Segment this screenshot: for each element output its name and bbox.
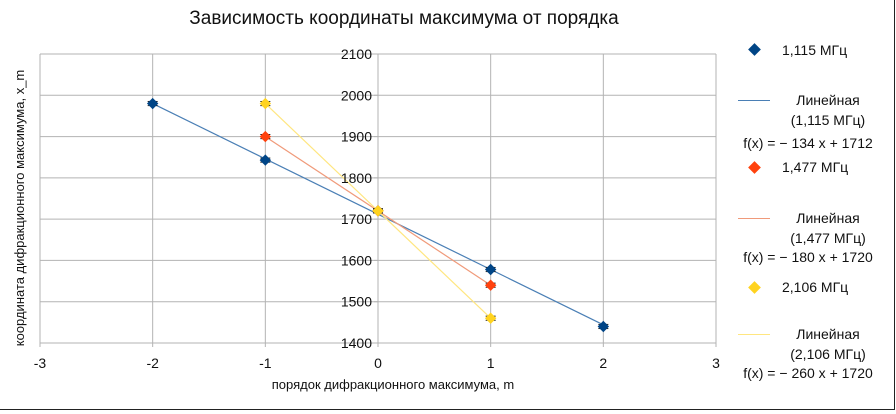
legend-entry-series-3: 2,106 МГц <box>722 274 894 298</box>
data-point-series-1 <box>146 97 159 110</box>
x-axis-title: порядок дифракционного максимума, m <box>272 377 514 392</box>
y-tick-label: 2100 <box>341 46 372 62</box>
legend-label-trend-2: Линейная (1,477 МГц) <box>790 210 866 246</box>
x-tick-label: -2 <box>146 355 159 371</box>
legend-line-trend-2 <box>738 218 770 219</box>
data-point-series-1 <box>259 154 272 166</box>
data-point-series-1 <box>484 263 497 276</box>
y-tick-label: 1700 <box>341 211 372 227</box>
y-tick-label: 2000 <box>341 87 372 103</box>
chart-title: Зависимость координаты максимума от поря… <box>189 8 619 29</box>
legend-entry-trend-2: Линейная (1,477 МГц) f(x) = − 180 x + 17… <box>722 208 894 298</box>
data-point-series-2 <box>259 130 272 143</box>
legend-label-trend-3: Линейная (2,106 МГц) <box>790 326 866 362</box>
data-point-series-2 <box>484 279 497 291</box>
data-points <box>146 97 610 333</box>
y-axis-title: координата дифракционного максимума, x_m <box>12 70 27 347</box>
legend-equation-trend-3: f(x) = − 260 x + 1720 <box>743 365 873 381</box>
legend-entry-trend-3: Линейная (2,106 МГц) f(x) = − 260 x + 17… <box>722 324 894 414</box>
legend-line-trend-1 <box>738 100 770 101</box>
data-point-series-1 <box>597 320 610 333</box>
legend-label-series-3: 2,106 МГц <box>782 279 849 295</box>
plot-area: -3 -2 -1 0 1 2 3 1400 1500 1600 1700 1800 1900 2000 21… <box>12 46 720 392</box>
x-tick-label: 3 <box>712 355 720 371</box>
y-tick-label: 1800 <box>341 170 372 186</box>
y-tick-label: 1500 <box>341 294 372 310</box>
legend-marker-series-3 <box>748 281 761 294</box>
axes <box>39 53 717 347</box>
legend-entry-series-2: 1,477 МГц <box>722 154 894 178</box>
legend-marker-series-1 <box>748 43 761 56</box>
y-tick-label: 1400 <box>341 335 372 351</box>
legend-entry-series-1: 1,115 МГц <box>722 38 894 62</box>
data-point-series-3 <box>259 97 272 110</box>
legend-label-trend-1: Линейная (1,115 МГц) <box>790 92 866 128</box>
legend-line-trend-3 <box>738 334 770 335</box>
legend-label-series-1: 1,115 МГц <box>782 42 848 58</box>
y-tick-label: 1900 <box>341 129 372 145</box>
data-point-series-3 <box>484 312 497 324</box>
data-point-series-3 <box>372 205 384 217</box>
legend-equation-trend-1: f(x) = − 134 x + 1712 <box>743 135 873 151</box>
tick-labels: -3 -2 -1 0 1 2 3 1400 1500 1600 1700 1800 1900 2000 21… <box>34 46 720 371</box>
legend-equation-trend-2: f(x) = − 180 x + 1720 <box>743 249 873 265</box>
x-tick-label: 2 <box>599 355 607 371</box>
legend-marker-series-2 <box>748 161 761 174</box>
legend-entry-trend-1: Линейная (1,115 МГц) f(x) = − 134 x + 17… <box>722 90 894 180</box>
x-tick-label: 1 <box>487 355 495 371</box>
x-tick-label: -3 <box>34 355 47 371</box>
x-tick-label: -1 <box>259 355 272 371</box>
y-tick-label: 1600 <box>341 252 372 268</box>
legend-label-series-2: 1,477 МГц <box>782 159 849 175</box>
x-tick-label: 0 <box>374 355 382 371</box>
